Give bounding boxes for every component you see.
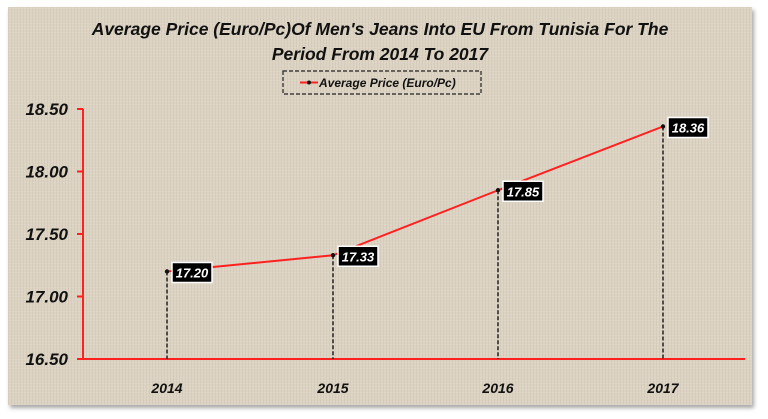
data-point (495, 188, 501, 193)
data-label: 17.33 (342, 249, 375, 264)
y-tick-label: 16.50 (25, 350, 68, 369)
series-line (166, 125, 664, 273)
data-label: 17.85 (507, 184, 540, 199)
y-tick-label: 18.50 (25, 100, 68, 119)
legend: Average Price (Euro/Pc) (282, 70, 482, 95)
x-tick-label: 2017 (646, 380, 679, 396)
legend-label: Average Price (Euro/Pc) (318, 76, 456, 90)
chart-title-line-2: Period From 2014 To 2017 (272, 44, 490, 64)
legend-point-marker (307, 80, 311, 85)
x-tick-label: 2014 (150, 380, 182, 396)
data-label: 18.36 (672, 121, 705, 136)
chart-area (8, 7, 752, 405)
data-label-box (337, 245, 379, 267)
data-label-box (171, 261, 213, 284)
data-label: 17.20 (176, 266, 209, 281)
data-point (330, 253, 336, 258)
legend-box (282, 70, 482, 95)
y-tick-label: 17.00 (25, 288, 68, 307)
x-tick-label: 2016 (481, 380, 513, 396)
x-tick-label: 2015 (316, 380, 348, 396)
data-point (660, 124, 666, 129)
data-label-box (667, 116, 709, 139)
data-point (164, 269, 170, 274)
data-label-box (502, 180, 544, 202)
chart-title-line-1: Average Price (Euro/Pc)Of Men's Jeans In… (91, 19, 669, 39)
y-tick-label: 17.50 (25, 225, 68, 244)
y-tick-label: 18.00 (25, 163, 68, 182)
